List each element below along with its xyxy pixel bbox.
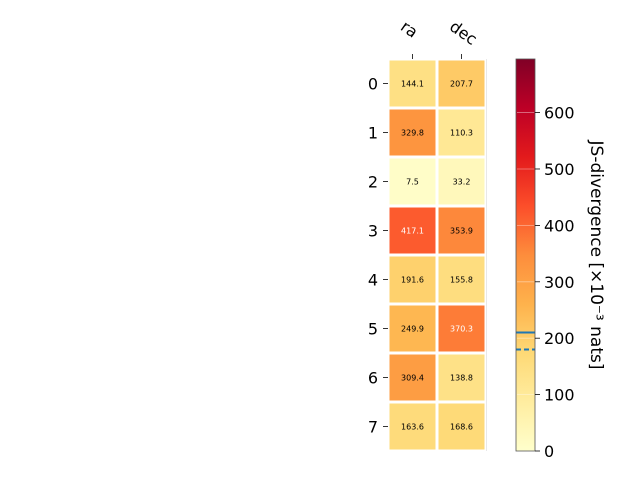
row-label: 7 [368,418,378,437]
heatmap-cell [438,158,485,205]
row-label: 4 [368,271,378,290]
cell-value-label: 309.4 [401,374,424,383]
colorbar-frame [515,58,536,452]
cell-value-label: 7.5 [406,178,419,187]
cell-value-label: 144.1 [401,80,424,89]
column-label: ra [397,17,421,42]
heatmap-cell [438,207,485,254]
heatmap-cell [438,305,485,352]
heatmap-cell [389,60,436,107]
colorbar-tick-label: 300 [544,273,575,292]
colorbar-label: JS-divergence [×10⁻³ nats] [586,140,606,370]
cell-value-label: 110.3 [450,129,473,138]
cell-value-label: 191.6 [401,276,424,285]
colorbar-tick-label: 500 [544,160,575,179]
colorbar-tick-label: 100 [544,386,575,405]
heatmap-cell [389,305,436,352]
cell-value-label: 370.3 [450,325,473,334]
column-labels: ra dec [397,17,480,49]
row-label: 3 [368,222,378,241]
heatmap-cell [438,109,485,156]
cell-value-label: 417.1 [401,227,424,236]
heatmap-cell [389,403,436,450]
row-label: 5 [368,320,378,339]
heatmap-cell [389,256,436,303]
row-label: 1 [368,124,378,143]
row-label: 2 [368,173,378,192]
cell-value-label: 249.9 [401,325,424,334]
colorbar-ticks: 0 100 200 300 400 500 600 [535,104,575,461]
colorbar: 0 100 200 300 400 500 600 JS-divergence [×10⁻³… [515,58,606,461]
cell-value-label: 155.8 [450,276,473,285]
heatmap-cell [389,109,436,156]
cell-value-label: 207.7 [450,80,473,89]
colorbar-tick-label: 400 [544,216,575,235]
row-labels: 0 1 2 3 4 5 6 7 [368,75,378,437]
colorbar-tick-label: 600 [544,104,575,123]
heatmap-cell [438,60,485,107]
heatmap-cell [438,403,485,450]
row-ticks [383,83,388,427]
cell-value-label: 329.8 [401,129,424,138]
heatmap-cell [389,158,436,205]
column-ticks [412,54,462,59]
cell-value-label: 163.6 [401,423,424,432]
colorbar-tick-label: 0 [544,442,554,461]
cell-value-label: 138.8 [450,374,473,383]
cell-value-label: 168.6 [450,423,473,432]
heatmap-cell [389,207,436,254]
cell-value-label: 353.9 [450,227,473,236]
cell-value-label: 33.2 [453,178,471,187]
heatmap-cell [438,354,485,401]
column-label: dec [446,17,480,49]
heatmap-cell [389,354,436,401]
colorbar-gradient [516,59,535,451]
heatmap-cell [438,256,485,303]
colorbar-tick-label: 200 [544,329,575,348]
row-label: 0 [368,75,378,94]
heatmap-cells: 144.1 207.7 329.8 110.3 7.5 33.2 417.1 353.9 191… [389,60,485,450]
row-label: 6 [368,369,378,388]
